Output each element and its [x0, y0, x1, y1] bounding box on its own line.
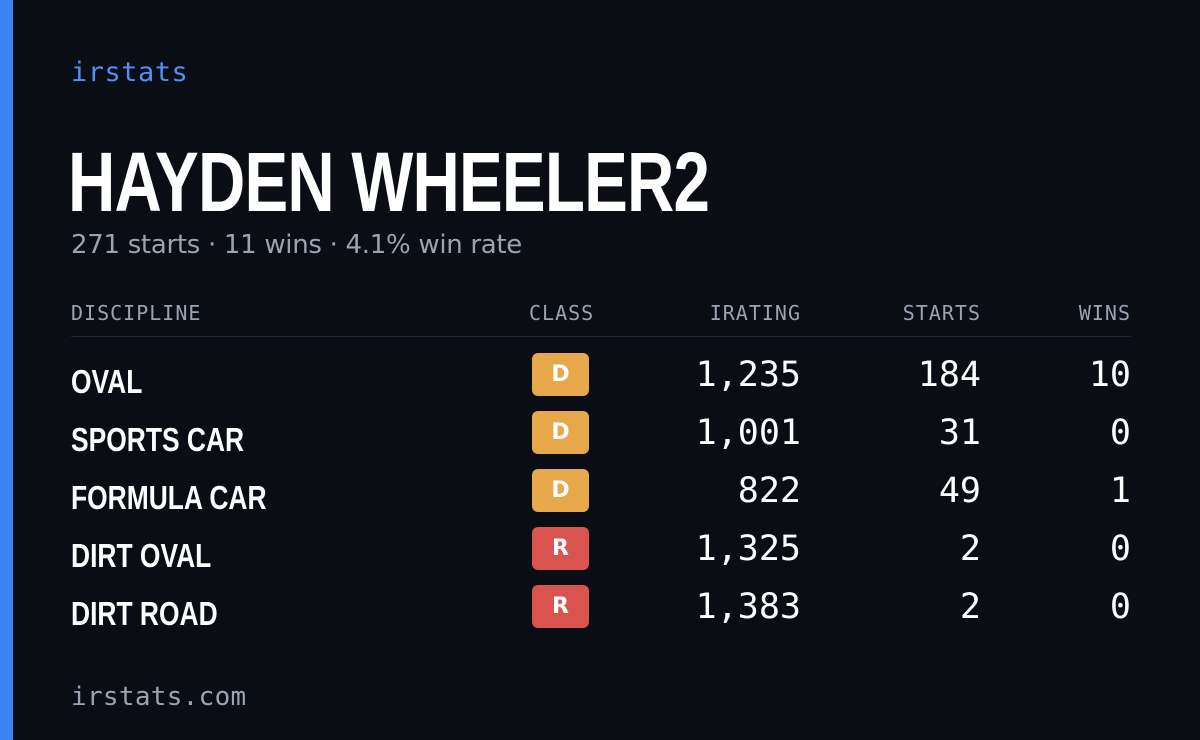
- header-irating: IRATING: [709, 301, 801, 325]
- footer-site-url: irstats.com: [71, 682, 247, 712]
- table-row: OVAL D 1,235 184 10: [71, 348, 1131, 406]
- starts-value: 49: [938, 471, 981, 511]
- class-badge: D: [532, 353, 589, 396]
- stats-table: DISCIPLINE CLASS IRATING STARTS WINS OVA…: [71, 296, 1131, 632]
- irating-value: 1,383: [695, 587, 801, 627]
- wins-value: 0: [1109, 413, 1131, 453]
- table-row: DIRT ROAD R 1,383 2 0: [71, 580, 1131, 638]
- table-body: OVAL D 1,235 184 10 SPORTS CAR D 1,001 3…: [71, 348, 1131, 638]
- discipline-name: SPORTS CAR: [71, 421, 245, 458]
- table-row: DIRT OVAL R 1,325 2 0: [71, 522, 1131, 580]
- accent-bar: [0, 0, 13, 740]
- starts-value: 31: [938, 413, 981, 453]
- starts-value: 2: [959, 587, 981, 627]
- header-wins: WINS: [1078, 301, 1131, 325]
- table-header: DISCIPLINE CLASS IRATING STARTS WINS: [71, 296, 1131, 337]
- wins-value: 0: [1109, 529, 1131, 569]
- irating-value: 1,325: [695, 529, 801, 569]
- wins-value: 1: [1109, 471, 1131, 511]
- class-badge: D: [532, 411, 589, 454]
- irating-value: 1,001: [695, 413, 801, 453]
- table-row: FORMULA CAR D 822 49 1: [71, 464, 1131, 522]
- header-discipline: DISCIPLINE: [71, 301, 202, 325]
- discipline-name: DIRT ROAD: [71, 595, 218, 632]
- wins-value: 10: [1088, 355, 1131, 395]
- driver-name: HAYDEN WHEELER2: [68, 135, 710, 229]
- class-badge: R: [532, 585, 589, 628]
- irating-value: 822: [737, 471, 801, 511]
- table-row: SPORTS CAR D 1,001 31 0: [71, 406, 1131, 464]
- career-summary: 271 starts · 11 wins · 4.1% win rate: [71, 230, 523, 260]
- header-starts: STARTS: [902, 301, 981, 325]
- starts-value: 2: [959, 529, 981, 569]
- discipline-name: DIRT OVAL: [71, 537, 212, 574]
- starts-value: 184: [917, 355, 981, 395]
- discipline-name: FORMULA CAR: [71, 479, 267, 516]
- class-badge: D: [532, 469, 589, 512]
- brand-logo-text: irstats: [71, 57, 189, 88]
- irating-value: 1,235: [695, 355, 801, 395]
- wins-value: 0: [1109, 587, 1131, 627]
- class-badge: R: [532, 527, 589, 570]
- discipline-name: OVAL: [71, 363, 143, 400]
- header-class: CLASS: [529, 301, 595, 325]
